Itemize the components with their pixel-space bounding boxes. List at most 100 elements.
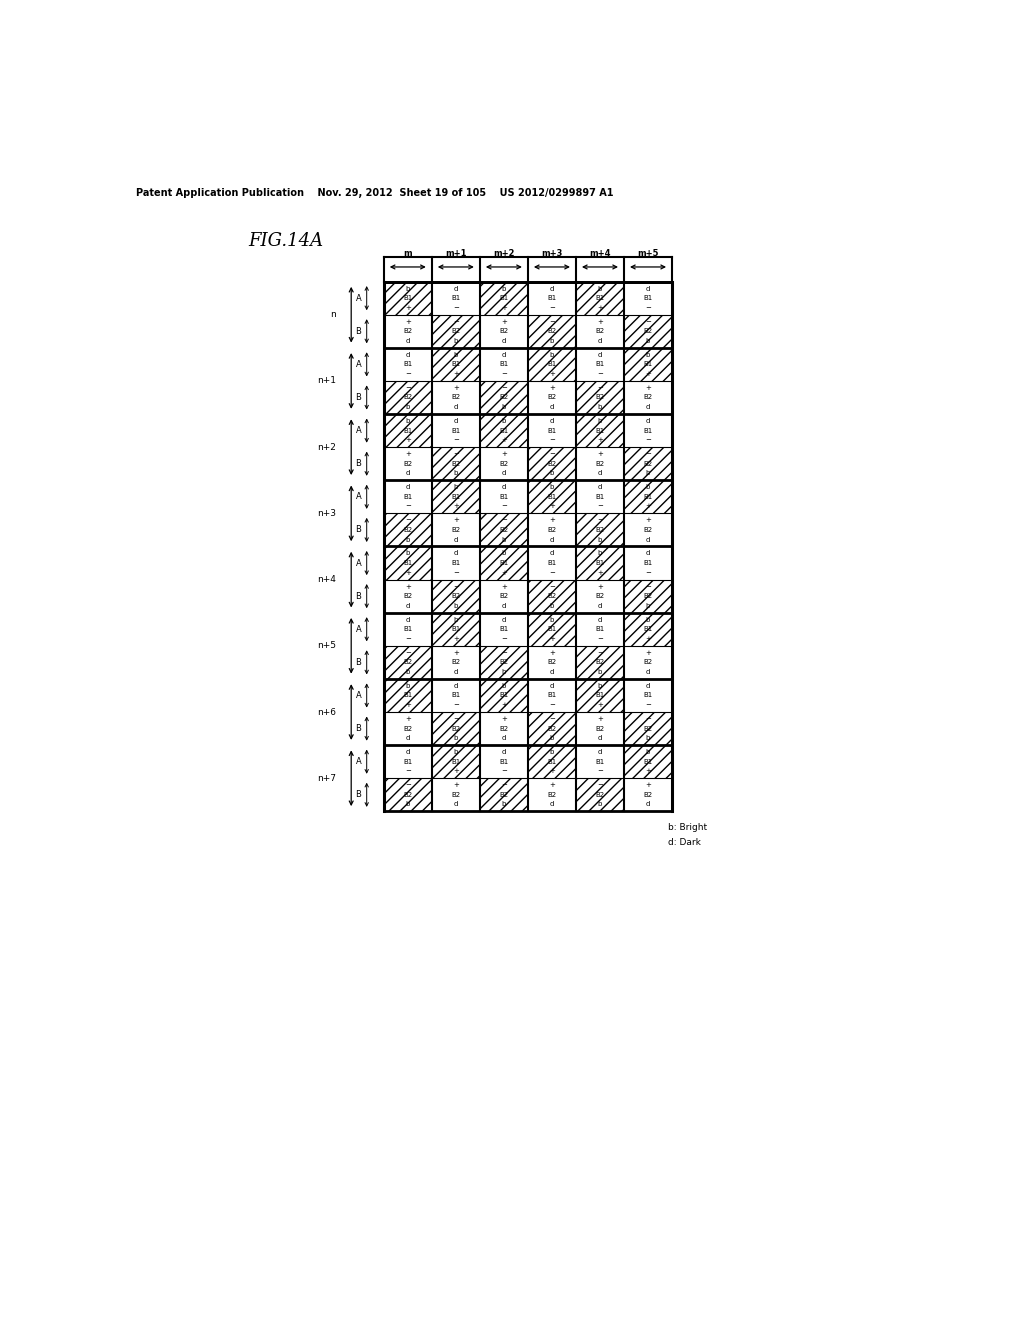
Text: b: b [550,748,554,755]
Text: n+2: n+2 [316,442,336,451]
Bar [528,381,575,414]
Bar [575,645,624,678]
Text: b: b [454,603,458,609]
Text: B2: B2 [548,792,556,797]
Text: b: b [454,484,458,490]
Text: −: − [404,649,411,656]
Text: +: + [501,583,507,590]
Text: −: − [597,768,603,775]
Text: −: − [645,318,651,325]
Bar [624,447,672,480]
Text: B2: B2 [643,792,652,797]
Text: d: d [598,735,602,742]
Text: −: − [549,583,555,590]
Text: b: b [550,351,554,358]
Text: b: b [502,404,506,411]
Text: B1: B1 [452,626,461,632]
Text: +: + [453,768,459,775]
Text: d: d [406,338,410,345]
Text: +: + [549,636,555,642]
Bar [480,579,528,612]
Text: −: − [645,451,651,457]
Text: +: + [404,318,411,325]
Text: A: A [355,360,361,368]
Text: B2: B2 [595,660,604,665]
Text: B2: B2 [643,329,652,334]
Bar [575,281,624,314]
Text: b: b [454,748,458,755]
Text: b: b [598,550,602,557]
Text: +: + [404,451,411,457]
Text: b: b [598,418,602,424]
Text: B1: B1 [595,626,604,632]
Bar [528,348,575,381]
Text: B2: B2 [643,660,652,665]
Text: b: b [598,669,602,675]
Bar [480,281,528,314]
Text: B: B [355,327,361,335]
Text: d: d [646,404,650,411]
Text: −: − [453,318,459,325]
Bar [432,480,480,513]
Text: B: B [355,725,361,733]
Bar [480,711,528,744]
Bar [528,281,575,314]
Bar [624,414,672,447]
Text: B1: B1 [452,362,461,367]
Text: B1: B1 [452,494,461,500]
Text: B2: B2 [643,461,652,467]
Text: d: d [550,404,554,411]
Text: b: b [550,603,554,609]
Text: B1: B1 [403,428,413,433]
Text: +: + [501,437,507,444]
Text: B2: B2 [452,527,461,533]
Text: +: + [645,636,651,642]
Text: +: + [549,503,555,510]
Text: B: B [355,591,361,601]
Bar [384,314,432,348]
Text: B1: B1 [595,693,604,698]
Bar [432,348,480,381]
Text: d: d [598,616,602,623]
Bar [384,779,432,812]
Text: B1: B1 [595,560,604,566]
Text: −: − [501,385,507,391]
Bar [575,447,624,480]
Bar [384,513,432,546]
Text: b: b [550,338,554,345]
Text: B1: B1 [500,428,509,433]
Text: B2: B2 [452,593,461,599]
Text: B1: B1 [403,494,413,500]
Text: d: d [598,748,602,755]
Text: −: − [404,503,411,510]
Text: B1: B1 [500,494,509,500]
Bar [384,281,432,314]
Bar [528,447,575,480]
Text: b: b [406,285,410,292]
Bar [575,314,624,348]
Text: A: A [355,426,361,436]
Text: d: d [406,616,410,623]
Text: −: − [404,636,411,642]
Bar [384,612,432,645]
Bar [575,612,624,645]
Text: B1: B1 [452,296,461,301]
Bar [384,711,432,744]
Text: −: − [549,570,555,576]
Text: B1: B1 [595,362,604,367]
Bar [575,779,624,812]
Text: −: − [501,517,507,523]
Text: m+3: m+3 [542,248,562,257]
Bar [575,381,624,414]
Text: B2: B2 [595,792,604,797]
Text: B2: B2 [403,726,413,731]
Text: +: + [501,305,507,310]
Bar [528,744,575,779]
Text: B1: B1 [595,759,604,764]
Text: +: + [549,371,555,378]
Bar [384,414,432,447]
Text: d: d [406,351,410,358]
Bar [575,579,624,612]
Bar [624,779,672,812]
Bar [575,414,624,447]
